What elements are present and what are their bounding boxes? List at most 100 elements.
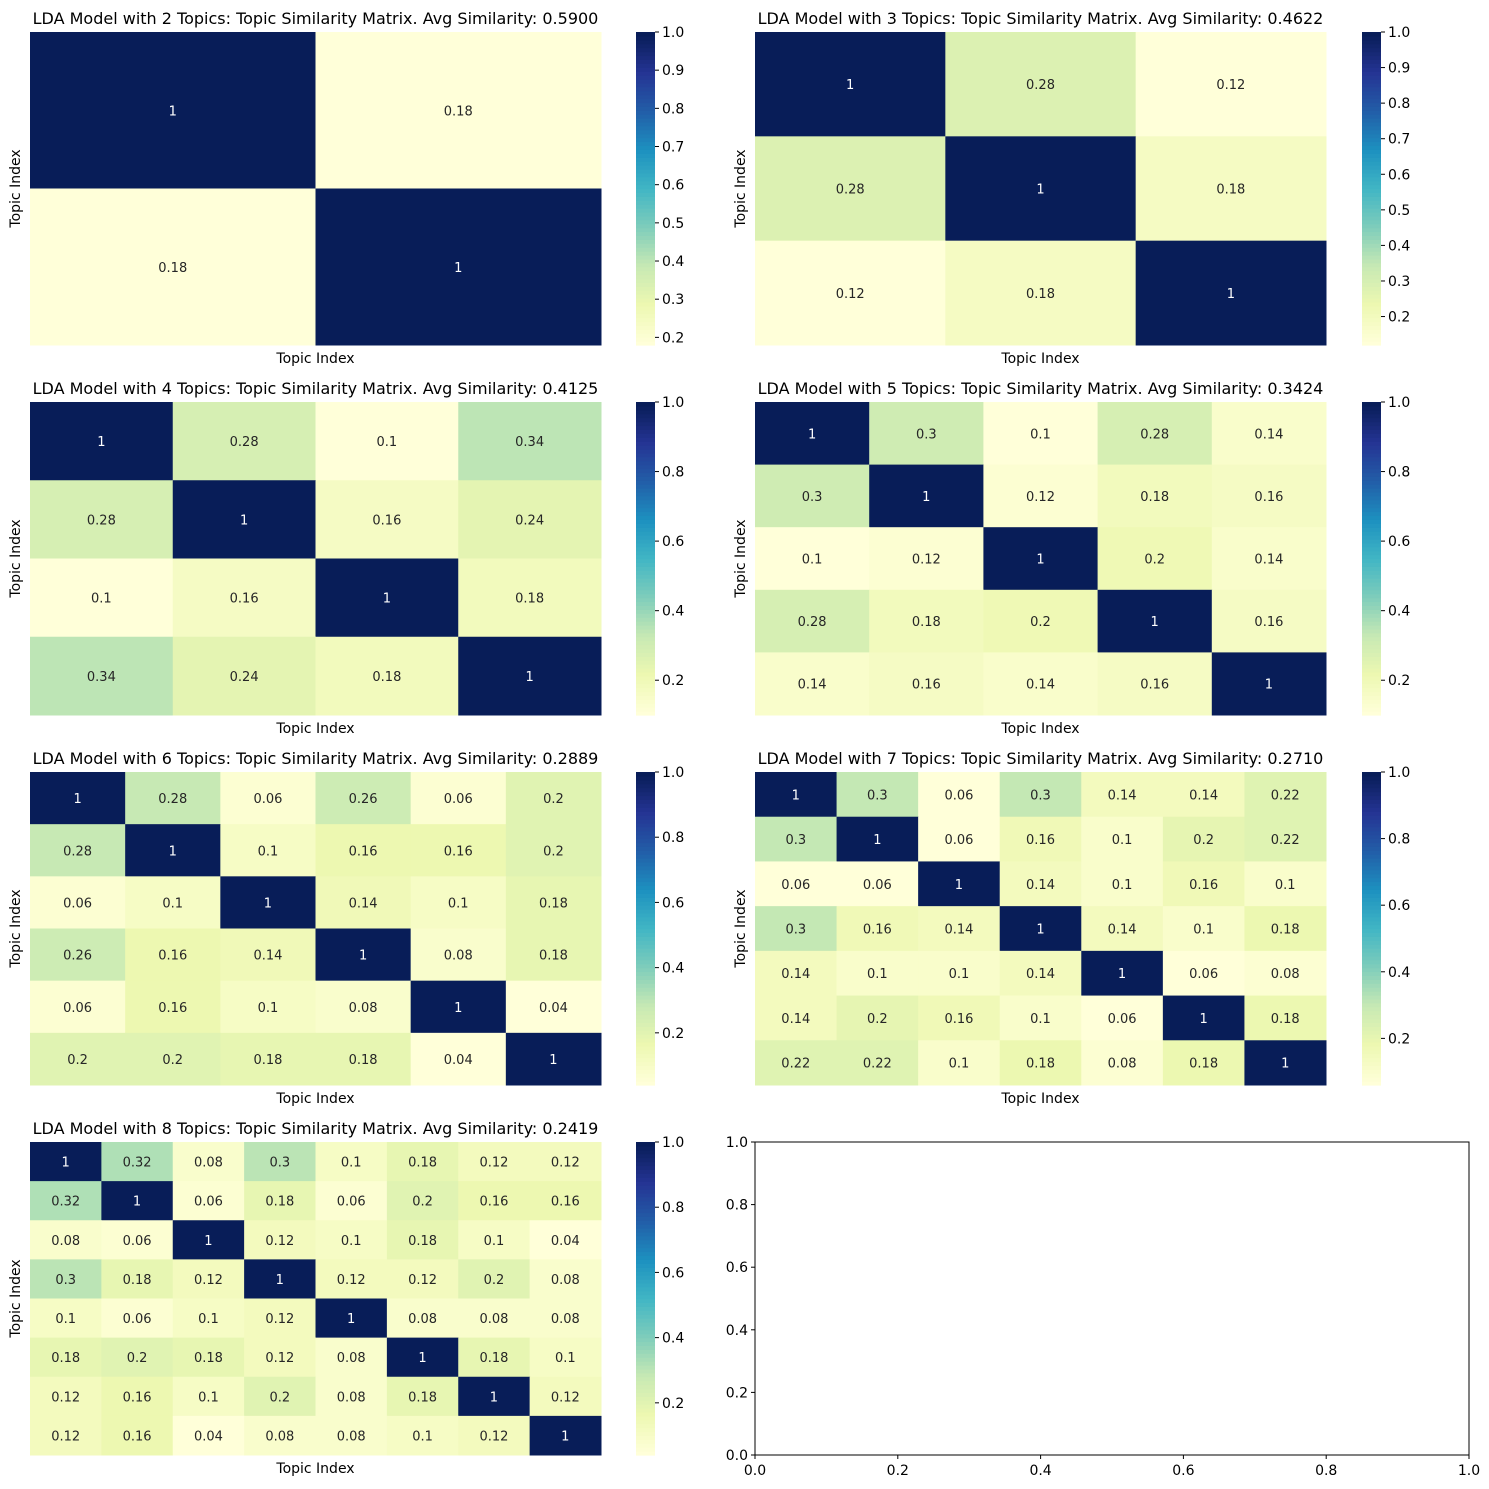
cell-value-label: 0.14 <box>1254 553 1283 568</box>
heatmap-cell <box>999 950 1082 997</box>
colorbar-segment <box>636 445 655 450</box>
colorbar-tick-label: 0.2 <box>662 1026 684 1042</box>
heatmap-cell <box>315 1376 388 1417</box>
colorbar-segment <box>636 783 655 789</box>
heatmap-cell <box>999 861 1082 907</box>
cell-value-label: 0.3 <box>802 490 823 505</box>
colorbar-segment <box>636 102 655 107</box>
heatmap-cell <box>101 1376 174 1417</box>
colorbar-segment <box>636 519 655 524</box>
colorbar-tick-label: 0.2 <box>1388 310 1410 326</box>
colorbar-segment <box>636 811 655 816</box>
cell-value-label: 0.2 <box>867 1012 888 1027</box>
colorbar-segment <box>636 574 655 579</box>
heatmap-cell <box>315 1220 388 1260</box>
cell-value-label: 0.28 <box>798 615 827 630</box>
colorbar-segment <box>636 1294 655 1300</box>
colorbar-segment <box>636 1388 655 1393</box>
colorbar-segment <box>636 1306 655 1311</box>
cell-value-label: 0.16 <box>158 1001 187 1016</box>
colorbar-segment <box>636 1057 655 1063</box>
cell-value-label: 1 <box>846 78 854 93</box>
colorbar-segment <box>636 503 655 509</box>
heatmap-cell <box>1211 527 1327 591</box>
heatmap-cell <box>836 1040 919 1086</box>
colorbar-segment <box>636 176 655 182</box>
colorbar-segment <box>1362 452 1381 458</box>
colorbar-segment <box>636 114 655 119</box>
cell-value-label: 0.14 <box>1026 967 1055 982</box>
heatmap-cell <box>458 1337 531 1378</box>
cell-value-label: 0.08 <box>479 1312 508 1327</box>
colorbar-segment <box>1362 648 1381 653</box>
colorbar-segment <box>1362 1065 1381 1070</box>
cell-value-label: 1 <box>955 878 963 893</box>
heatmap-cell <box>125 824 221 877</box>
colorbar-segment <box>636 1275 655 1280</box>
heatmap-cell <box>836 906 919 952</box>
colorbar-tick-label: 0.4 <box>1388 238 1410 254</box>
colorbar-segment <box>1362 82 1381 88</box>
colorbar-segment <box>1362 558 1381 564</box>
colorbar-segment <box>636 963 655 969</box>
colorbar-segment <box>1362 47 1381 53</box>
colorbar-segment <box>1362 188 1381 194</box>
heatmap-cell <box>1081 906 1164 952</box>
cell-value-label: 0.1 <box>1030 1012 1051 1027</box>
cell-value-label: 1 <box>922 490 930 505</box>
heatmap-cell <box>101 1181 174 1221</box>
heatmap-cell <box>1244 772 1327 818</box>
colorbar-segment <box>1362 409 1381 415</box>
colorbar-segment <box>636 877 655 883</box>
colorbar-segment <box>1362 865 1381 871</box>
colorbar-segment <box>1362 1014 1381 1020</box>
colorbar-segment <box>636 243 655 248</box>
colorbar-segment <box>1362 305 1381 311</box>
heatmap-cell <box>983 589 1099 653</box>
colorbar-segment <box>636 1255 655 1260</box>
colorbar-segment <box>636 1435 655 1440</box>
colorbar-segment <box>1362 538 1381 544</box>
cell-value-label: 0.18 <box>408 1156 437 1171</box>
cell-value-label: 1 <box>383 592 391 607</box>
colorbar-segment <box>636 472 655 477</box>
cell-value-label: 1 <box>808 427 816 442</box>
colorbar-segment <box>1362 1053 1381 1059</box>
colorbar-segment <box>636 43 655 49</box>
cell-value-label: 0.06 <box>337 1195 366 1210</box>
colorbar-segment <box>636 129 655 135</box>
colorbar-segment <box>1362 149 1381 154</box>
heatmap-cell <box>172 1181 245 1221</box>
colorbar-segment <box>636 975 655 980</box>
colorbar-segment <box>636 998 655 1004</box>
colorbar-segment <box>636 208 655 213</box>
cell-value-label: 0.2 <box>543 792 564 807</box>
colorbar-segment <box>636 321 655 327</box>
colorbar: 0.2 0.4 0.6 0.8 1.0 <box>1362 765 1410 1086</box>
heatmap-cell <box>101 1415 174 1456</box>
colorbar-segment <box>1362 125 1381 131</box>
colorbar-segment <box>636 488 655 493</box>
colorbar-segment <box>636 1181 655 1186</box>
colorbar-segment <box>636 192 655 197</box>
heatmap-cell <box>529 1181 602 1221</box>
heatmap-cell <box>836 950 919 997</box>
heatmap-cell <box>1081 772 1164 818</box>
chart-panel-1: LDA Model with 2 Topics: Topic Similarit… <box>8 9 684 367</box>
cell-value-label: 0.14 <box>1108 923 1137 938</box>
cell-value-label: 0.1 <box>377 435 398 450</box>
heatmap-cell <box>999 906 1082 952</box>
colorbar-segment <box>1362 333 1381 338</box>
colorbar-segment <box>636 578 655 583</box>
colorbar-segment <box>636 936 655 941</box>
colorbar-segment <box>1362 775 1381 781</box>
x-tick-label: 0.8 <box>1315 1463 1337 1479</box>
heatmap-cell <box>1244 995 1327 1041</box>
x-tick-label: 0.6 <box>1172 1463 1194 1479</box>
cell-value-label: 0.12 <box>1026 490 1055 505</box>
colorbar-segment <box>636 1014 655 1020</box>
colorbar-segment <box>636 948 655 953</box>
colorbar-segment <box>636 683 655 689</box>
cell-value-label: 0.18 <box>444 104 473 119</box>
heatmap-cell <box>101 1142 174 1182</box>
